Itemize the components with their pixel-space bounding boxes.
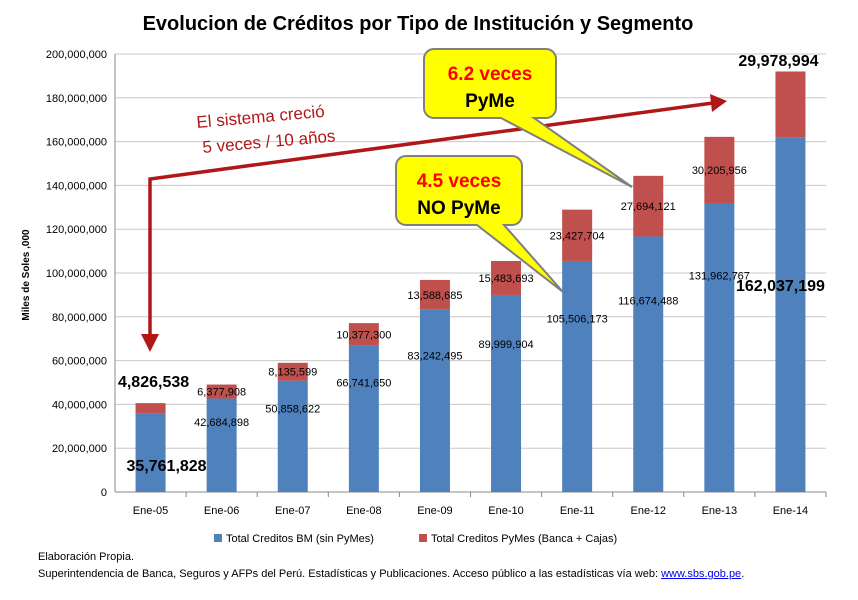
bar-pymes xyxy=(135,403,166,414)
footer-source-end: . xyxy=(741,568,745,580)
data-label-bm: 35,761,828 xyxy=(127,458,207,475)
y-axis-ticks: 0 20,000,000 40,000,000 60,000,000 80,000,00… xyxy=(46,49,107,499)
y-tick-label: 140,000,000 xyxy=(46,180,107,192)
bar-pymes xyxy=(562,209,593,261)
bar-pymes xyxy=(277,362,308,381)
data-label-bm: 66,741,650 xyxy=(336,377,391,389)
bar-bm xyxy=(704,203,735,493)
data-label-bm: 105,506,173 xyxy=(547,314,608,326)
growth-text-line2: 5 veces / 10 años xyxy=(202,126,336,157)
x-tick-label: Ene-05 xyxy=(133,505,168,517)
data-label-pymes: 13,588,685 xyxy=(407,290,462,302)
x-tick-label: Ene-11 xyxy=(560,505,595,517)
bar-bm xyxy=(775,137,806,492)
bar-bm xyxy=(419,309,450,492)
bar-pymes xyxy=(491,260,522,295)
data-label-pymes: 29,978,994 xyxy=(738,53,818,70)
x-axis-ticks: Ene-05 Ene-06 Ene-07 Ene-08 Ene-09 Ene-10 Ene-… xyxy=(133,492,827,517)
growth-arrow-head-down xyxy=(141,334,159,352)
data-label-pymes: 6,377,908 xyxy=(197,387,246,399)
x-tick-label: Ene-10 xyxy=(488,505,523,517)
data-label-pymes: 15,483,693 xyxy=(479,273,534,285)
bar-bm xyxy=(277,380,308,492)
bar-bm xyxy=(206,398,237,492)
footer-source-link[interactable]: www.sbs.gob.pe xyxy=(661,568,742,580)
x-tick-label: Ene-08 xyxy=(346,505,381,517)
chart-title: Evolucion de Créditos por Tipo de Instit… xyxy=(143,13,694,35)
data-label-pymes: 8,135,599 xyxy=(268,367,317,379)
nopyme-callout: 4.5 veces NO PyMe xyxy=(395,155,564,293)
bar-pymes xyxy=(633,175,664,237)
x-tick-label: Ene-07 xyxy=(275,505,310,517)
y-axis-label: Miles de Soles ,000 xyxy=(21,229,32,321)
growth-text-line1: El sistema creció xyxy=(196,102,326,132)
y-tick-label: 200,000,000 xyxy=(46,49,107,61)
pyme-callout-number: 6.2 veces xyxy=(448,64,533,85)
bar-bm xyxy=(491,294,522,492)
data-labels: 35,761,828 4,826,538 42,684,898 6,377,908 50… xyxy=(118,53,825,475)
data-label-bm: 83,242,495 xyxy=(407,350,462,362)
footer-source-text: Superintendencia de Banca, Seguros y AFP… xyxy=(38,568,662,580)
data-label-bm: 116,674,488 xyxy=(618,295,678,307)
x-tick-label: Ene-09 xyxy=(417,505,452,517)
bar-bm xyxy=(633,236,664,492)
bar-pymes xyxy=(206,384,237,399)
y-tick-label: 80,000,000 xyxy=(52,312,107,324)
bar-bm xyxy=(562,260,593,492)
y-tick-label: 60,000,000 xyxy=(52,356,107,368)
legend-swatch-bm xyxy=(214,534,222,542)
data-label-pymes: 27,694,121 xyxy=(621,201,676,213)
y-tick-label: 120,000,000 xyxy=(46,224,107,236)
data-label-pymes: 30,205,956 xyxy=(692,165,747,177)
x-tick-label: Ene-06 xyxy=(204,505,239,517)
data-label-bm: 131,962,767 xyxy=(689,270,750,282)
bars xyxy=(135,71,806,493)
pyme-callout-label: PyMe xyxy=(465,91,515,112)
growth-arrow-head-right xyxy=(710,94,727,112)
data-label-pymes: 23,427,704 xyxy=(550,230,605,242)
y-tick-label: 180,000,000 xyxy=(46,93,107,105)
data-label-pymes: 10,377,300 xyxy=(336,329,391,341)
y-tick-label: 0 xyxy=(101,487,107,499)
legend: Total Creditos BM (sin PyMes) Total Cred… xyxy=(214,533,617,545)
pyme-callout-shape xyxy=(423,48,633,188)
x-tick-label: Ene-13 xyxy=(702,505,737,517)
data-label-pymes: 4,826,538 xyxy=(118,374,189,391)
y-tick-label: 100,000,000 xyxy=(46,268,107,280)
bar-pymes xyxy=(704,136,735,204)
pyme-callout: 6.2 veces PyMe xyxy=(423,48,633,188)
y-tick-label: 160,000,000 xyxy=(46,137,107,149)
bar-pymes xyxy=(775,71,806,138)
data-label-bm: 162,037,199 xyxy=(736,278,825,295)
legend-label-bm: Total Creditos BM (sin PyMes) xyxy=(226,533,374,545)
footer-note: Elaboración Propia. xyxy=(38,551,135,563)
x-tick-label: Ene-12 xyxy=(631,505,666,517)
footer-source: Superintendencia de Banca, Seguros y AFP… xyxy=(38,568,744,580)
bar-bm xyxy=(348,345,379,492)
legend-label-pymes: Total Creditos PyMes (Banca + Cajas) xyxy=(431,533,617,545)
y-tick-label: 20,000,000 xyxy=(52,443,107,455)
data-label-bm: 89,999,904 xyxy=(479,339,534,351)
y-tick-label: 40,000,000 xyxy=(52,399,107,411)
bar-pymes xyxy=(419,279,450,310)
nopyme-callout-number: 4.5 veces xyxy=(417,171,502,192)
nopyme-callout-label: NO PyMe xyxy=(417,198,500,219)
bar-bm xyxy=(135,413,166,492)
data-label-bm: 42,684,898 xyxy=(194,417,249,429)
data-label-bm: 50,858,622 xyxy=(265,403,320,415)
bar-pymes xyxy=(348,323,379,346)
nopyme-callout-shape xyxy=(395,155,564,293)
legend-swatch-pymes xyxy=(419,534,427,542)
x-tick-label: Ene-14 xyxy=(773,505,808,517)
